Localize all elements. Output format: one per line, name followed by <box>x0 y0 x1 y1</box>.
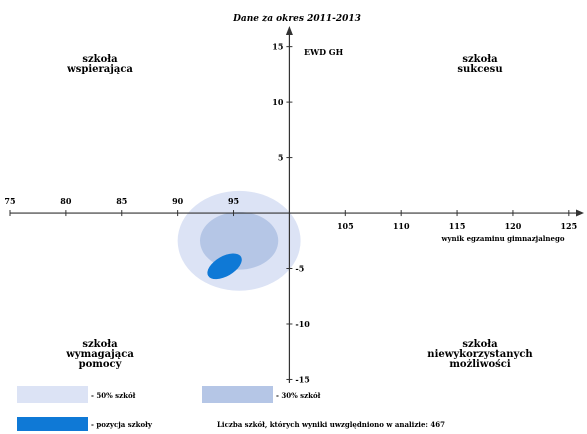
x-tick-label: 105 <box>337 221 354 231</box>
y-tick-label: -10 <box>295 319 310 329</box>
y-tick-label: -5 <box>295 264 304 274</box>
x-tick-label: 125 <box>560 221 577 231</box>
x-tick-label: 90 <box>172 196 184 206</box>
quadrant-top-right-label: szkoła sukcesu <box>457 54 502 75</box>
x-tick-label: 85 <box>116 196 127 206</box>
x-tick-label: 95 <box>228 196 239 206</box>
y-tick-label: 10 <box>272 97 284 107</box>
x-axis-arrow <box>576 209 584 217</box>
x-axis-label: wynik egzaminu gimnazjalnego <box>440 234 564 243</box>
school-position-marker <box>207 253 242 280</box>
school-layer <box>207 253 242 280</box>
legend-swatch-30 <box>202 386 273 403</box>
legend-label-30: - 30% szkół <box>276 391 321 400</box>
quadrant-bottom-left-label: szkoła wymagająca pomocy <box>65 339 134 370</box>
quadrant-bottom-right-label: szkoła niewykorzystanych możliwości <box>427 339 533 370</box>
x-tick-label: 115 <box>449 221 466 231</box>
legend-swatch-school <box>17 417 88 431</box>
regions-layer <box>177 190 301 291</box>
x-tick-label: 110 <box>393 221 410 231</box>
chart-title: Dane za okres 2011-2013 <box>232 14 361 24</box>
school-count-note: Liczba szkół, których wyniki uwzględnion… <box>217 420 445 429</box>
axes-layer <box>10 26 584 383</box>
x-tick-label: 80 <box>60 196 72 206</box>
y-tick-label: 5 <box>278 153 284 163</box>
y-axis-arrow <box>285 26 293 35</box>
y-axis-label: EWD GH <box>304 47 344 57</box>
x-tick-label: 75 <box>4 196 15 206</box>
region-30pct <box>200 211 279 270</box>
legend-label-school: - pozycja szkoły <box>91 420 153 429</box>
legend-swatch-50 <box>17 386 88 403</box>
y-tick-label: -15 <box>295 374 309 384</box>
x-tick-label: 120 <box>505 221 522 231</box>
quadrant-top-left-label: szkoła wspierająca <box>66 54 133 75</box>
legend-label-50: - 50% szkół <box>91 391 136 400</box>
y-tick-label: 15 <box>272 42 283 52</box>
